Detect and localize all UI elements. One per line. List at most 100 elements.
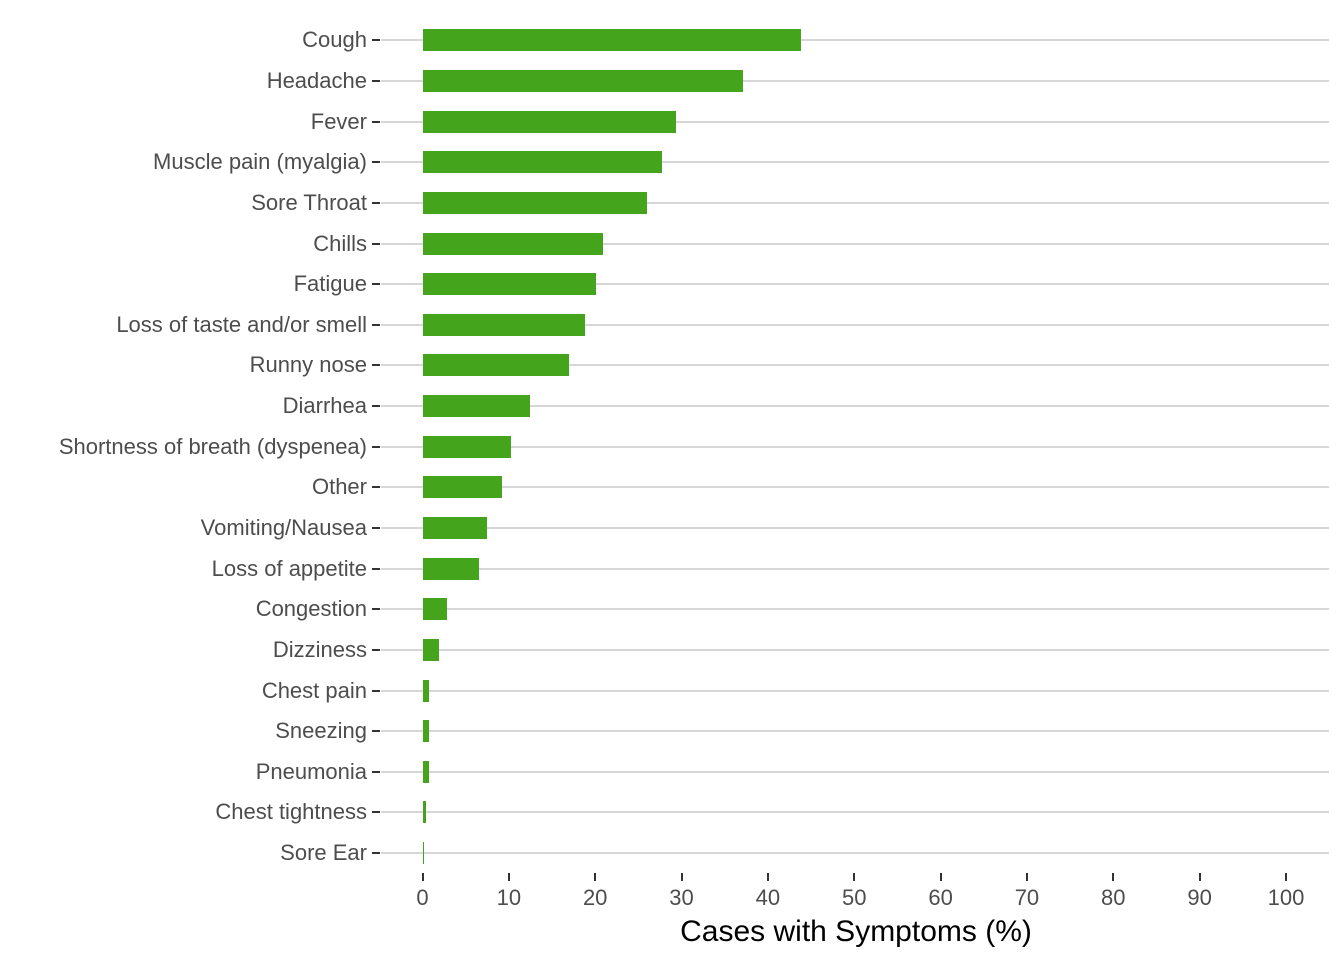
y-axis-tick (372, 364, 380, 367)
y-axis-tick (372, 852, 380, 855)
category-label: Loss of appetite (211, 555, 367, 581)
gridline (381, 201, 1329, 204)
category-label: Chest pain (261, 677, 367, 703)
category-label: Runny nose (249, 352, 367, 378)
bar-dizziness (422, 638, 439, 661)
bar-cough (422, 29, 801, 52)
gridline (381, 567, 1329, 570)
gridline (381, 486, 1329, 489)
bar-fever (422, 110, 677, 133)
gridline (381, 811, 1329, 814)
plot-panel (381, 20, 1329, 873)
x-axis-tick (680, 873, 683, 882)
category-label: Fever (310, 108, 367, 134)
y-axis-tick (372, 770, 380, 773)
bar-diarrhea (422, 395, 531, 418)
category-label: Muscle pain (myalgia) (153, 149, 367, 175)
gridline (381, 648, 1329, 651)
category-label: Chills (313, 230, 367, 256)
x-axis-tick (421, 873, 424, 882)
x-axis-tick-label: 100 (1267, 885, 1305, 911)
bar-congestion (422, 598, 447, 621)
y-axis-tick (372, 323, 380, 326)
category-label: Sore Throat (251, 189, 367, 215)
y-axis-tick (372, 242, 380, 245)
x-axis-tick-label: 90 (1187, 885, 1212, 911)
y-axis-tick (372, 79, 380, 82)
bar-pneumonia (422, 760, 429, 783)
bar-sore-throat (422, 191, 647, 214)
gridline (381, 730, 1329, 733)
gridline (381, 608, 1329, 611)
category-label: Sneezing (275, 718, 367, 744)
y-axis-tick (372, 486, 380, 489)
category-label: Sore Ear (280, 840, 367, 866)
gridline (381, 242, 1329, 245)
x-axis-tick-label: 10 (496, 885, 522, 911)
x-axis-tick (1025, 873, 1028, 882)
x-axis-tick (1112, 873, 1115, 882)
bar-runny-nose (422, 354, 570, 377)
category-label: Other (311, 474, 367, 500)
x-axis-tick-label: 80 (1101, 885, 1126, 911)
x-axis-tick-label: 20 (582, 885, 608, 911)
category-label: Loss of taste and/or smell (116, 311, 367, 337)
x-axis-tick-label: 70 (1014, 885, 1040, 911)
category-label: Chest tightness (215, 799, 367, 825)
bar-chest-pain (422, 679, 430, 702)
y-axis-tick (372, 39, 380, 42)
category-label: Pneumonia (255, 758, 367, 784)
bar-chest-tightness (422, 801, 426, 824)
x-axis-title: Cases with Symptoms (%) (680, 915, 1032, 949)
gridline (381, 526, 1329, 529)
y-axis-tick (372, 283, 380, 286)
gridline (381, 405, 1329, 408)
x-axis-tick (939, 873, 942, 882)
gridline (381, 852, 1329, 855)
gridline (381, 364, 1329, 367)
x-axis-tick-label: 40 (755, 885, 781, 911)
gridline (381, 445, 1329, 448)
x-axis-tick-label: 60 (928, 885, 953, 911)
category-label: Diarrhea (282, 393, 367, 419)
x-axis-tick (594, 873, 597, 882)
y-axis-tick (372, 648, 380, 651)
bar-muscle-pain-myalgia (422, 151, 662, 174)
y-axis-tick (372, 811, 380, 814)
bar-headache (422, 69, 743, 92)
y-axis-tick (372, 689, 380, 692)
x-axis-tick (853, 873, 856, 882)
x-axis-tick-label: 50 (842, 885, 867, 911)
category-label: Headache (266, 67, 367, 93)
y-axis-tick (372, 445, 380, 448)
x-axis-tick (507, 873, 510, 882)
gridline (381, 120, 1329, 123)
x-axis-tick-label: 0 (416, 885, 429, 911)
x-axis-tick (1198, 873, 1201, 882)
y-axis-tick (372, 567, 380, 570)
bar-sore-ear (422, 842, 424, 865)
gridline (381, 79, 1329, 82)
category-label: Dizziness (272, 636, 367, 662)
gridline (381, 770, 1329, 773)
gridline (381, 283, 1329, 286)
bar-loss-of-appetite (422, 557, 480, 580)
gridline (381, 689, 1329, 692)
x-axis-tick (1285, 873, 1287, 882)
category-label: Congestion (255, 596, 367, 622)
category-label: Fatigue (293, 271, 367, 297)
y-axis-tick (372, 608, 380, 611)
x-axis-tick-label: 30 (669, 885, 694, 911)
bar-chills (422, 232, 603, 255)
bar-vomiting-nausea (422, 516, 488, 539)
gridline (381, 161, 1329, 164)
y-axis-tick (372, 120, 380, 123)
bar-fatigue (422, 273, 597, 296)
x-axis-tick (766, 873, 769, 882)
bar-other (422, 476, 502, 499)
y-axis-tick (372, 730, 380, 733)
y-axis-tick (372, 526, 380, 529)
bar-sneezing (422, 720, 429, 743)
